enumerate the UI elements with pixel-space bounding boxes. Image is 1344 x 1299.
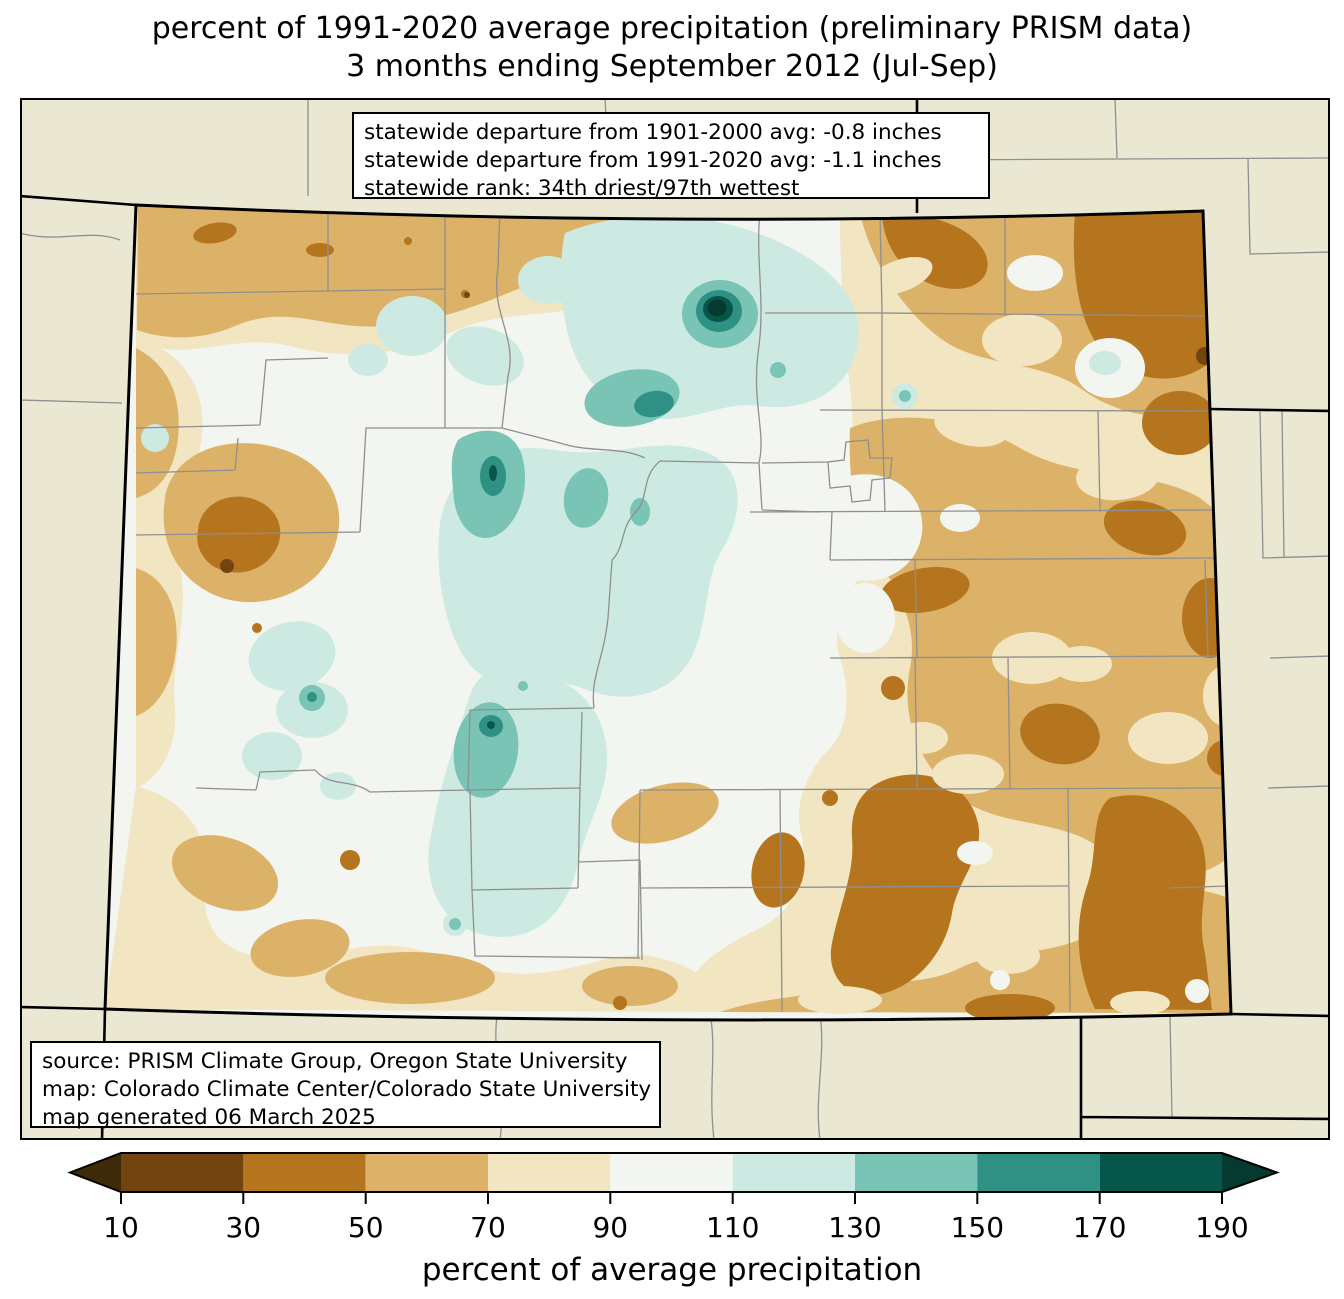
colorbar-underflow-arrow — [70, 1153, 121, 1192]
stats-line-departure-1901-2000: statewide departure from 1901-2000 avg: … — [364, 120, 942, 145]
colorbar-seg-90-110 — [610, 1153, 733, 1192]
colorbar-tick-label: 10 — [103, 1211, 139, 1244]
colorbar-tick-label: 190 — [1195, 1211, 1248, 1244]
colorbar-tick-label: 130 — [828, 1211, 881, 1244]
colorbar-axis-label: percent of average precipitation — [422, 1252, 922, 1288]
map-axes — [20, 98, 1330, 1140]
source-attribution-box: source: PRISM Climate Group, Oregon Stat… — [30, 1041, 661, 1130]
colorbar-seg-10-30 — [121, 1153, 244, 1192]
colorado-state-border — [103, 203, 1233, 1022]
colorbar-tick-marks — [120, 1192, 1223, 1204]
fill-30-50 — [193, 212, 1231, 1020]
fill-above-190 — [707, 299, 727, 317]
figure-title-line2: 3 months ending September 2012 (Jul-Sep) — [346, 49, 998, 84]
colorbar-tick-label: 90 — [592, 1211, 628, 1244]
colorbar-seg-30-50 — [243, 1153, 366, 1192]
stats-line-departure-1991-2020: statewide departure from 1991-2020 avg: … — [364, 148, 942, 173]
colorbar-seg-130-150 — [855, 1153, 978, 1192]
colorado-county-lines — [135, 207, 1229, 1013]
generated-date-line: map generated 06 March 2025 — [42, 1105, 376, 1130]
colorbar-seg-50-70 — [365, 1153, 489, 1192]
fill-70-90-patches — [798, 256, 1231, 1015]
colorbar-seg-150-170 — [977, 1153, 1100, 1192]
colorbar-seg-70-90 — [488, 1153, 611, 1192]
colorbar-tick-label: 170 — [1073, 1211, 1126, 1244]
map-credit-line: map: Colorado Climate Center/Colorado St… — [42, 1077, 652, 1102]
colorbar-overflow-arrow — [1222, 1153, 1277, 1192]
stats-line-rank: statewide rank: 34th driest/97th wettest — [364, 176, 800, 201]
colorado-fill-layers — [105, 205, 1231, 1020]
colorbar-tick-label: 70 — [470, 1211, 506, 1244]
colorbar-tick-label: 110 — [706, 1211, 759, 1244]
statewide-stats-box: statewide departure from 1901-2000 avg: … — [352, 112, 990, 201]
source-line: source: PRISM Climate Group, Oregon Stat… — [42, 1049, 628, 1074]
colorbar-tick-label: 50 — [348, 1211, 384, 1244]
colorado-precipitation-map — [22, 100, 1328, 1138]
fill-150-170 — [307, 290, 742, 737]
colorbar: 10 30 50 70 90 110 130 150 170 190 perce… — [67, 1152, 1280, 1288]
colorbar-tick-label: 150 — [951, 1211, 1004, 1244]
colorbar-tick-label: 30 — [225, 1211, 261, 1244]
colorbar-seg-110-130 — [732, 1153, 856, 1192]
figure-title: percent of 1991-2020 average precipitati… — [0, 10, 1344, 86]
colorbar-seg-170-190 — [1099, 1153, 1223, 1192]
figure-title-line1: percent of 1991-2020 average precipitati… — [151, 11, 1193, 46]
